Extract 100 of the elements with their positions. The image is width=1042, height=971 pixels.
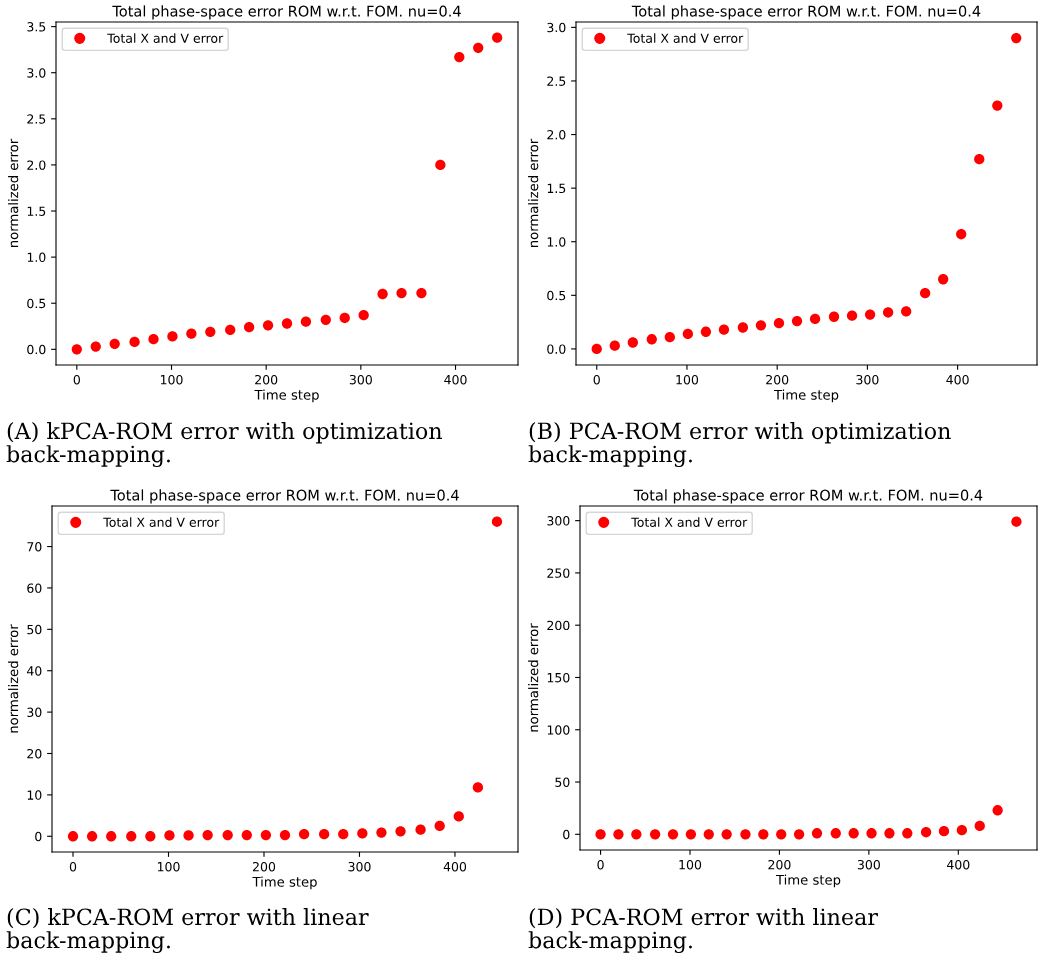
point	[974, 820, 985, 832]
point	[279, 829, 291, 841]
y-axis-title: normalized error	[528, 138, 539, 248]
point	[902, 828, 913, 839]
point	[281, 318, 293, 329]
point	[262, 320, 274, 331]
y-tick-label: 300	[547, 516, 570, 526]
point	[703, 829, 714, 840]
legend-label: Total X and V error	[631, 517, 748, 527]
y-tick-label: 1.5	[547, 183, 566, 194]
point	[920, 827, 932, 838]
point	[830, 828, 841, 839]
text: (C) kPCA-ROM error with linear back-mapping.	[6, 908, 369, 954]
point	[126, 831, 137, 842]
point	[828, 311, 840, 322]
point	[685, 829, 697, 840]
y-tick-label: 50	[555, 777, 570, 787]
point	[472, 782, 484, 793]
y-tick-label: 3.0	[547, 22, 566, 33]
point	[956, 229, 967, 240]
point	[395, 826, 406, 837]
point	[992, 100, 1003, 111]
text: (A) kPCA-ROM error with optimization back-mapping.	[6, 422, 442, 468]
x-axis-title: Time step	[254, 389, 319, 403]
text: (B) PCA-ROM error with optimization back-mapping.	[528, 422, 951, 468]
point	[473, 42, 484, 53]
point	[1011, 516, 1022, 527]
y-tick-label: 0.5	[547, 290, 566, 301]
point	[884, 828, 895, 839]
y-tick-label: 1.0	[547, 237, 566, 247]
x-tick-label: 300	[857, 859, 880, 870]
point	[646, 334, 657, 345]
point	[627, 337, 638, 348]
point	[809, 313, 821, 325]
y-tick-label: 40	[26, 666, 42, 676]
x-tick-label: 400	[946, 374, 969, 385]
chart-title: Total phase-space error ROM w.r.t. FOM. nu=0.4	[112, 5, 461, 20]
x-tick-label: 400	[443, 861, 467, 872]
x-tick-label: 400	[946, 859, 970, 870]
x-tick-label: 200	[768, 859, 791, 870]
x-tick-label: 0	[597, 859, 604, 870]
point	[109, 338, 120, 349]
point	[225, 324, 236, 336]
point	[183, 830, 194, 841]
y-tick-label: 70	[27, 542, 42, 552]
legend-label: Total X and V error	[627, 33, 744, 43]
y-tick-label: 30	[27, 707, 42, 718]
y-tick-label: 2.0	[27, 160, 46, 170]
point	[396, 287, 407, 299]
point	[609, 340, 620, 351]
y-tick-label: 2.0	[547, 130, 566, 140]
legend-label: Total X and V error	[103, 517, 220, 527]
x-tick-label: 400	[444, 374, 467, 385]
point	[901, 306, 912, 317]
point	[167, 331, 178, 342]
point	[260, 829, 272, 841]
point	[67, 831, 79, 842]
point	[319, 829, 330, 840]
x-tick-label: 300	[856, 374, 879, 385]
x-tick-label: 100	[157, 861, 180, 872]
point	[1011, 32, 1022, 44]
x-tick-label: 200	[252, 861, 276, 872]
point	[339, 312, 350, 324]
point	[453, 811, 464, 822]
y-tick-label: 250	[547, 568, 570, 578]
point	[86, 831, 98, 842]
point	[148, 334, 159, 345]
point	[300, 316, 312, 327]
point	[664, 331, 675, 343]
x-tick-label: 100	[679, 859, 702, 870]
point	[222, 829, 233, 841]
y-tick-label: 0	[563, 829, 570, 840]
y-tick-label: 100	[547, 725, 570, 735]
y-tick-label: 3.0	[27, 68, 46, 78]
point	[591, 343, 602, 355]
point	[631, 829, 642, 840]
point	[454, 51, 465, 63]
point	[164, 830, 175, 841]
point	[700, 326, 712, 337]
point	[376, 827, 387, 838]
x-tick-label: 0	[593, 374, 600, 385]
x-tick-label: 100	[160, 374, 183, 385]
point	[737, 322, 749, 333]
point	[90, 341, 101, 352]
point	[718, 324, 730, 335]
point	[435, 159, 446, 171]
y-tick-label: 1.0	[27, 252, 46, 263]
point	[667, 829, 679, 840]
point	[721, 829, 732, 840]
point	[649, 829, 661, 840]
point	[71, 344, 82, 355]
x-axis-title: Time step	[775, 874, 841, 888]
y-tick-label: 3.5	[27, 22, 46, 32]
y-tick-label: 2.5	[547, 76, 566, 86]
point	[595, 829, 606, 840]
point	[358, 310, 369, 321]
point	[106, 831, 117, 842]
point	[298, 829, 310, 840]
point	[773, 318, 785, 329]
y-tick-label: 50	[27, 624, 42, 635]
